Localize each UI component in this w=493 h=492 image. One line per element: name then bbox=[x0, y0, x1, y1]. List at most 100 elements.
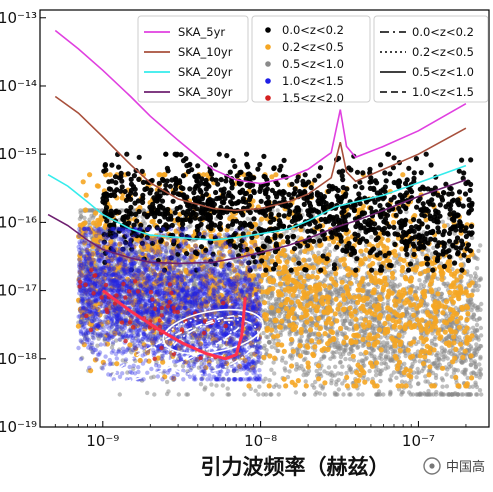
scatter-point bbox=[451, 367, 457, 372]
scatter-point bbox=[421, 366, 426, 371]
scatter-point bbox=[164, 379, 170, 385]
scatter-point bbox=[414, 375, 419, 380]
scatter-point bbox=[295, 378, 301, 384]
scatter-point bbox=[303, 379, 308, 384]
scatter-point bbox=[347, 305, 353, 311]
scatter-point bbox=[297, 289, 303, 295]
scatter-point bbox=[283, 360, 288, 365]
scatter-point bbox=[373, 369, 379, 374]
scatter-point bbox=[338, 345, 344, 351]
scatter-point bbox=[475, 287, 480, 293]
scatter-point bbox=[424, 392, 430, 397]
scatter-point bbox=[288, 336, 295, 343]
scatter-point bbox=[392, 283, 398, 288]
scatter-point bbox=[298, 249, 303, 255]
scatter-point bbox=[360, 358, 366, 364]
scatter-point bbox=[117, 392, 123, 397]
scatter-point bbox=[429, 289, 435, 295]
scatter-point bbox=[383, 356, 388, 362]
scatter-point bbox=[392, 302, 399, 308]
scatter-point bbox=[307, 327, 314, 333]
scatter-point bbox=[297, 337, 302, 342]
scatter-point bbox=[326, 365, 332, 370]
scatter-point bbox=[468, 353, 474, 359]
scatter-point bbox=[474, 342, 479, 347]
scatter-point bbox=[348, 299, 353, 305]
scatter-point bbox=[360, 392, 365, 397]
scatter-point bbox=[275, 333, 281, 339]
scatter-point bbox=[460, 354, 466, 360]
scatter-point bbox=[78, 210, 83, 215]
scatter-point bbox=[458, 341, 464, 347]
scatter-point bbox=[171, 313, 176, 318]
scatter-point bbox=[215, 360, 221, 365]
scatter-point bbox=[378, 392, 383, 397]
scatter-point bbox=[391, 219, 397, 226]
scatter-point bbox=[268, 392, 273, 397]
scatter-point bbox=[451, 334, 457, 340]
scatter-point bbox=[152, 392, 157, 397]
scatter-point bbox=[383, 361, 389, 367]
scatter-point bbox=[201, 369, 206, 374]
scatter-point bbox=[149, 375, 154, 380]
scatter-point bbox=[261, 300, 268, 306]
scatter-point bbox=[440, 378, 446, 383]
scatter-point bbox=[341, 322, 346, 327]
scatter-point bbox=[340, 292, 346, 299]
scatter-point bbox=[385, 237, 391, 243]
scatter-point bbox=[314, 368, 319, 374]
scatter-point bbox=[347, 357, 353, 362]
scatter-point bbox=[256, 392, 261, 397]
scatter-point bbox=[209, 382, 214, 387]
scatter-point bbox=[440, 365, 446, 371]
scatter-point bbox=[373, 373, 379, 378]
scatter-point bbox=[430, 274, 436, 280]
scatter-point bbox=[295, 299, 301, 305]
scatter-point bbox=[426, 388, 431, 394]
scatter-point bbox=[335, 340, 341, 346]
scatter-point bbox=[290, 348, 296, 354]
scatter-point bbox=[328, 328, 334, 334]
scatter-point bbox=[336, 371, 341, 376]
scatter-point bbox=[337, 312, 343, 317]
scatter-point bbox=[263, 316, 269, 322]
scatter-point bbox=[418, 327, 424, 333]
scatter-point bbox=[410, 361, 415, 367]
scatter-point bbox=[269, 305, 275, 311]
scatter-point bbox=[379, 361, 384, 366]
scatter-point bbox=[426, 358, 431, 364]
scatter-point bbox=[276, 392, 281, 397]
scatter-point bbox=[435, 276, 441, 281]
scatter-point bbox=[322, 354, 327, 359]
scatter-point bbox=[479, 301, 484, 307]
scatter-point bbox=[285, 374, 291, 380]
scatter-point bbox=[322, 331, 328, 337]
scatter-point bbox=[429, 251, 435, 256]
scatter-point bbox=[423, 379, 428, 384]
scatter-point bbox=[242, 392, 247, 397]
scatter-point bbox=[282, 366, 287, 371]
scatter-point bbox=[317, 325, 323, 331]
scatter-point bbox=[316, 376, 322, 382]
scatter-point bbox=[426, 372, 432, 378]
scatter-point bbox=[427, 364, 433, 370]
scatter-point bbox=[260, 235, 265, 241]
scatter-point bbox=[331, 350, 336, 356]
scatter-point bbox=[322, 380, 328, 386]
scatter-point bbox=[459, 304, 465, 311]
scatter-point bbox=[133, 358, 138, 363]
scatter-point bbox=[225, 386, 230, 391]
scatter-point bbox=[350, 353, 356, 359]
scatter-point bbox=[341, 392, 346, 397]
scatter-point bbox=[272, 371, 277, 376]
scatter-point bbox=[338, 351, 343, 356]
scatter-point bbox=[338, 286, 344, 292]
scatter-point bbox=[340, 381, 345, 386]
scatter-point bbox=[467, 347, 472, 353]
scatter-point bbox=[339, 371, 344, 376]
scatter-point bbox=[297, 353, 304, 359]
scatter-point bbox=[368, 300, 373, 305]
scatter-point bbox=[79, 355, 85, 361]
scatter-point bbox=[337, 360, 343, 365]
scatter-point bbox=[441, 223, 448, 229]
